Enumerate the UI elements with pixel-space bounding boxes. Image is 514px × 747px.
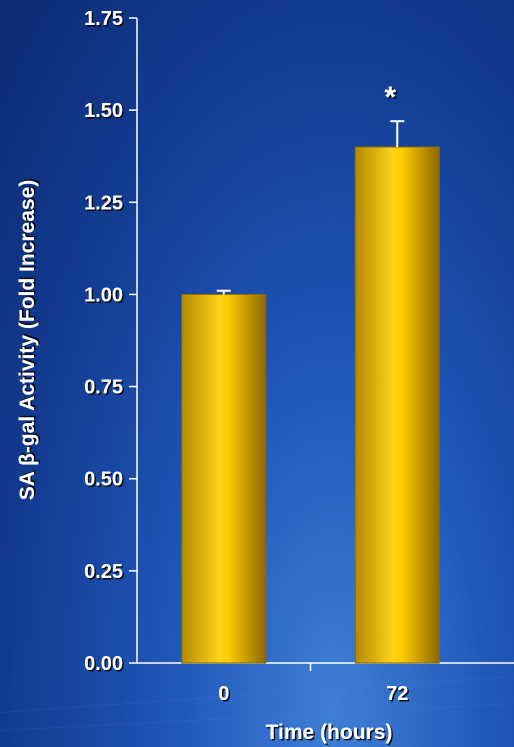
y-tick-label: 0.00 [84,653,123,675]
y-tick-label: 0.25 [84,561,123,583]
bars [181,120,440,664]
y-axis-label: SA β-gal Activity (Fold Increase) [16,180,39,501]
y-tick-label: 1.75 [84,8,123,30]
labels: 0.00 0.25 0.50 0.75 1.00 1.25 1.50 1.75 0 * 72 [84,8,408,705]
y-tick-label: 1.25 [84,192,123,214]
x-tick-label: 0 [218,683,229,705]
y-tick-label: 0.50 [84,469,123,491]
y-tick-label: 1.00 [84,284,123,306]
x-tick-label: 72 [386,683,408,705]
y-tick-label: 1.50 [84,100,123,122]
x-axis-label: Time (hours) [266,721,393,744]
bar [181,293,267,664]
significance-marker: * [384,81,396,114]
bar [354,146,440,664]
y-tick-label: 0.75 [84,377,123,399]
